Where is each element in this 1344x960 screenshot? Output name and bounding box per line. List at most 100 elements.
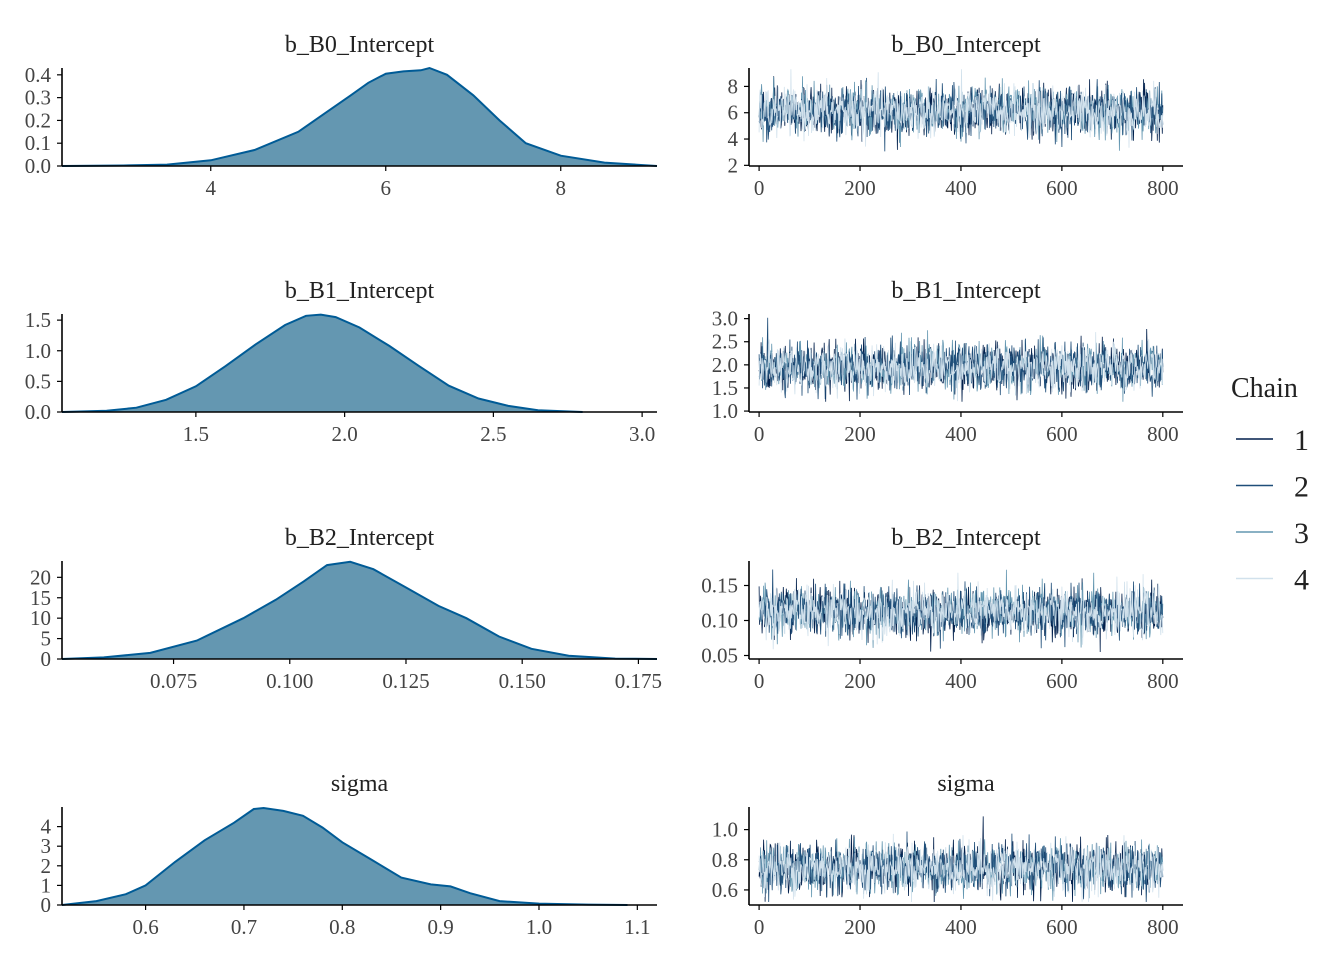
trace-panel-3: b_B2_Intercept 0 200 400 600 800 0.05 0.10 0.15	[701, 525, 1183, 693]
y-tick-label: 4	[41, 815, 52, 839]
density-line	[61, 560, 658, 660]
y-tick-label: 0.0	[25, 154, 51, 178]
x-tick-label: 400	[945, 176, 977, 200]
y-tick-label: 3	[41, 834, 52, 858]
x-tick-label: 800	[1147, 422, 1179, 446]
x-tick-label: 200	[844, 422, 876, 446]
x-tick-label: 4	[206, 176, 217, 200]
y-tick-label: 2	[41, 854, 52, 878]
y-tick-label: 2	[728, 153, 739, 177]
y-tick-label: 0.2	[25, 108, 51, 132]
x-tick-label: 1.0	[526, 915, 552, 939]
y-tick-label: 0.8	[712, 848, 738, 872]
y-tick-label: 3.0	[712, 307, 738, 331]
x-tick-label: 2.5	[480, 422, 506, 446]
trace-panel-1: b_B0_Intercept 0 200 400 600 800 246 8	[728, 32, 1183, 200]
x-tick-label: 0	[754, 176, 765, 200]
x-tick-label: 0.175	[615, 669, 662, 693]
panel-title: sigma	[937, 771, 995, 797]
y-tick-label: 8	[728, 74, 739, 98]
y-tick-label: 2.0	[712, 353, 738, 377]
x-tick-label: 400	[945, 422, 977, 446]
y-tick-label: 0	[41, 647, 52, 671]
legend-label-chain-2: 2	[1294, 471, 1309, 504]
y-tick-label: 0.05	[701, 644, 738, 668]
y-tick-label: 0.5	[25, 369, 51, 393]
x-tick-label: 400	[945, 669, 977, 693]
legend-label-chain-1: 1	[1294, 424, 1309, 457]
x-tick-label: 0.7	[231, 915, 257, 939]
y-tick-label: 1.5	[712, 376, 738, 400]
trace-line-chain-4	[758, 833, 1164, 903]
density-area	[62, 314, 583, 412]
trace-panel-2: b_B1_Intercept 0 200 400 600 800 1.01.52.02.53…	[712, 278, 1183, 446]
x-tick-label: 0.8	[329, 915, 355, 939]
y-tick-label: 0.15	[701, 574, 738, 598]
density-panel-2: b_B1_Intercept 1.5 2.0 2.5 3.0 0.0 0.5 1.0 1.5	[25, 278, 657, 446]
x-tick-label: 800	[1147, 176, 1179, 200]
x-tick-label: 800	[1147, 669, 1179, 693]
y-tick-label: 20	[30, 565, 51, 589]
x-tick-label: 0.075	[150, 669, 197, 693]
x-tick-label: 3.0	[629, 422, 655, 446]
panel-title: b_B2_Intercept	[285, 525, 435, 551]
trace-panel-4: sigma 0 200 400 600 800 0.6 0.8 1.0	[712, 771, 1183, 939]
x-tick-label: 0.6	[132, 915, 158, 939]
y-tick-label: 5	[41, 627, 52, 651]
y-tick-label: 1.0	[712, 399, 738, 423]
x-tick-label: 0.9	[428, 915, 454, 939]
density-line	[61, 66, 658, 167]
panel-title: sigma	[331, 771, 389, 797]
trace-line-chain-2	[758, 569, 1164, 649]
y-tick-label: 1.5	[25, 308, 51, 332]
x-tick-label: 8	[556, 176, 567, 200]
density-line	[61, 313, 583, 413]
y-tick-label: 1	[41, 873, 52, 897]
x-tick-label: 200	[844, 669, 876, 693]
panel-title: b_B1_Intercept	[891, 278, 1041, 304]
y-tick-label: 1.0	[712, 818, 738, 842]
x-tick-label: 0.150	[499, 669, 546, 693]
x-tick-label: 800	[1147, 915, 1179, 939]
legend-label-chain-4: 4	[1294, 564, 1309, 597]
x-tick-label: 600	[1046, 915, 1078, 939]
density-area	[62, 808, 628, 905]
y-tick-label: 2.5	[712, 330, 738, 354]
trace-line-chain-4	[758, 572, 1164, 650]
trace-line-chain-4	[758, 69, 1164, 148]
density-area	[62, 561, 657, 659]
x-tick-label: 1.5	[183, 422, 209, 446]
y-tick-label: 0.0	[25, 400, 51, 424]
legend-label-chain-3: 3	[1294, 517, 1309, 550]
x-tick-label: 0.100	[266, 669, 313, 693]
x-tick-label: 600	[1046, 669, 1078, 693]
x-tick-label: 200	[844, 176, 876, 200]
panel-title: b_B0_Intercept	[285, 32, 435, 58]
y-tick-label: 15	[30, 586, 51, 610]
y-tick-label: 0	[41, 893, 52, 917]
x-tick-label: 1.1	[624, 915, 650, 939]
x-tick-label: 6	[381, 176, 392, 200]
x-tick-label: 400	[945, 915, 977, 939]
density-area	[62, 68, 657, 166]
chain-legend: Chain 1 2 3 4	[1231, 373, 1309, 597]
x-tick-label: 0	[754, 669, 765, 693]
panel-title: b_B0_Intercept	[891, 32, 1041, 58]
density-panel-3: b_B2_Intercept 0.075 0.100 0.125 0.150 0.175 0…	[30, 525, 662, 693]
y-tick-label: 0.10	[701, 609, 738, 633]
x-tick-label: 0	[754, 915, 765, 939]
y-tick-label: 0.4	[25, 63, 52, 87]
y-tick-label: 6	[728, 101, 739, 125]
y-tick-label: 1.0	[25, 339, 51, 363]
x-tick-label: 0	[754, 422, 765, 446]
y-tick-label: 10	[30, 606, 51, 630]
legend-title: Chain	[1231, 373, 1298, 404]
y-tick-label: 0.1	[25, 131, 51, 155]
x-tick-label: 0.125	[382, 669, 429, 693]
panel-title: b_B1_Intercept	[285, 278, 435, 304]
x-tick-label: 2.0	[332, 422, 358, 446]
y-tick-label: 0.6	[712, 878, 738, 902]
density-line	[61, 806, 628, 906]
